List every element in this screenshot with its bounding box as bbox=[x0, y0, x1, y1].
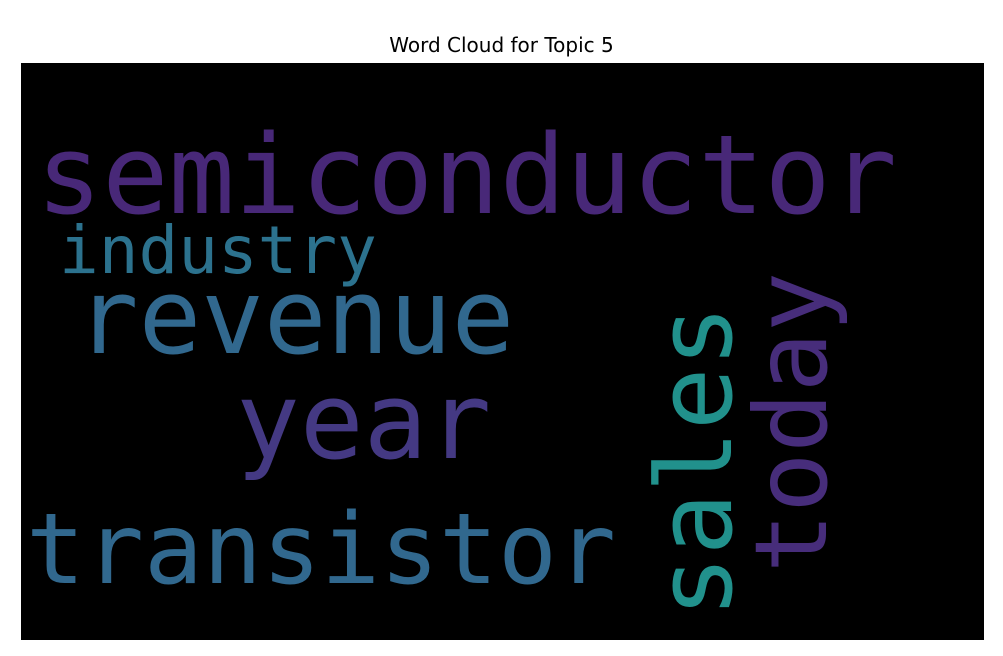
word-industry: industry bbox=[59, 212, 377, 289]
cloud-background bbox=[21, 63, 984, 640]
word-revenue: revenue bbox=[76, 256, 514, 378]
word-today: today bbox=[733, 272, 850, 573]
word-semiconductor: semiconductor bbox=[36, 111, 897, 239]
word-transistor: transistor bbox=[26, 493, 616, 607]
word-cloud-canvas: semiconductor revenue transistor year sales t… bbox=[21, 63, 984, 640]
word-sales: sales bbox=[634, 305, 756, 618]
chart-title: Word Cloud for Topic 5 bbox=[389, 33, 614, 57]
word-year: year bbox=[236, 360, 491, 483]
